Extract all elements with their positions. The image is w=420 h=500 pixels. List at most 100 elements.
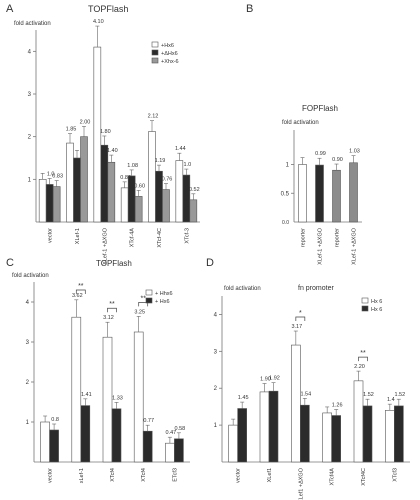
- y-tick-label: 0.0: [282, 220, 289, 226]
- data-label: 3.62: [72, 293, 83, 299]
- bar: [322, 412, 332, 463]
- bar: [189, 199, 198, 223]
- bar: [133, 331, 144, 463]
- legend-swatch: [151, 41, 159, 48]
- data-label: 1.40: [107, 148, 118, 154]
- data-label: 1.03: [349, 149, 360, 155]
- significance-bracket: [75, 289, 86, 294]
- bar: [349, 162, 358, 223]
- bar: [182, 174, 191, 223]
- data-label: 3.25: [134, 309, 145, 315]
- panel-a-letter: A: [6, 3, 14, 15]
- data-label: 4.10: [93, 19, 104, 25]
- data-label: 1.33: [112, 395, 123, 401]
- y-tick-label: 1: [214, 423, 218, 429]
- y-tick-label: 1: [286, 163, 290, 169]
- bar: [134, 196, 143, 223]
- legend-label: Hx 6: [371, 299, 382, 305]
- panel-a-title: TOPFlash: [88, 4, 128, 14]
- bar: [362, 405, 373, 463]
- data-label: 1.0: [184, 162, 192, 168]
- panel-b-ylabel: fold activation: [282, 120, 319, 126]
- data-label: 1.44: [175, 146, 186, 152]
- bar: [165, 442, 175, 463]
- data-label: 0.60: [134, 183, 145, 189]
- data-label: 3.12: [103, 315, 114, 321]
- x-tick-label: XLef-1: [75, 228, 81, 244]
- data-label: 1.26: [332, 403, 343, 409]
- bar: [142, 430, 153, 463]
- y-tick-label: 1: [26, 420, 30, 426]
- x-tick-label: reporter: [301, 228, 307, 247]
- significance-label: **: [78, 283, 84, 290]
- x-tick-label: XTcf-3: [184, 228, 190, 244]
- x-tick-label: ETcf3: [172, 468, 178, 482]
- x-tick-label: XTcf3: [392, 468, 398, 482]
- bar: [228, 424, 238, 463]
- y-tick-label: 4: [214, 312, 218, 318]
- panel-c: C TOPFlash fold activation 1 2 3 4 0.8 vector…: [6, 257, 190, 483]
- bar: [120, 187, 129, 223]
- x-tick-label: XLef-1 +ΔXGO: [318, 227, 324, 265]
- data-label: 0.76: [162, 177, 173, 183]
- data-label: 1.54: [300, 391, 311, 397]
- x-tick-label: XTcf4C: [361, 468, 367, 486]
- x-tick-label: XTcf4A: [330, 468, 336, 486]
- bar: [174, 438, 184, 463]
- x-tick-label: vector: [48, 468, 54, 483]
- panel-c-letter: C: [6, 257, 14, 269]
- data-label: 1.85: [66, 127, 77, 133]
- legend-label: +ΔHx6: [161, 51, 178, 57]
- x-tick-label: XTcf-4C: [157, 228, 163, 248]
- significance-bracket: [358, 356, 368, 362]
- x-tick-label: XLef-1 +ΔXGO: [352, 227, 358, 265]
- y-tick-label: 3: [28, 92, 32, 98]
- legend-swatch: [361, 305, 369, 312]
- bar: [80, 136, 88, 223]
- data-label: 1.52: [363, 392, 374, 398]
- legend-swatch: [151, 57, 159, 64]
- significance-bracket: [107, 307, 117, 313]
- significance-bracket: [138, 302, 149, 307]
- y-tick-label: 3: [214, 349, 218, 355]
- x-tick-label: XLef1 +ΔXGO: [298, 467, 304, 500]
- bar: [80, 405, 91, 463]
- x-tick-label: vector: [236, 468, 242, 483]
- x-tick-label: XTcf4: [141, 468, 147, 482]
- legend-swatch: [145, 297, 153, 304]
- bar: [148, 131, 156, 223]
- bar: [38, 179, 47, 223]
- legend-label: +Xhx-6: [161, 59, 179, 65]
- data-label: 1.0: [47, 171, 55, 177]
- y-tick-label: 2: [214, 386, 218, 392]
- panel-a: A TOPFlash fold activation 12341.00.83ve…: [6, 3, 200, 265]
- data-label: 1.4: [387, 397, 395, 403]
- x-tick-label: reporter: [335, 228, 341, 247]
- bar: [111, 408, 122, 463]
- bar: [107, 161, 116, 223]
- x-tick-label: xLef-1: [79, 468, 85, 483]
- bar: [298, 164, 307, 223]
- data-label: 1.52: [394, 392, 405, 398]
- bar: [40, 421, 50, 463]
- y-tick-label: 0.5: [281, 191, 290, 197]
- legend-label: + Hhx6: [155, 291, 173, 297]
- data-label: 1.45: [238, 395, 249, 401]
- panel-b-letter: B: [246, 3, 253, 15]
- y-tick-label: 3: [26, 340, 30, 346]
- x-tick-label: XTcf-4A: [130, 228, 136, 248]
- data-label: 0.52: [189, 187, 200, 193]
- legend-swatch: [151, 49, 159, 56]
- panel-b: B FOPFlash fold activation 0.5 1 0.0 report…: [246, 3, 362, 265]
- significance-label: **: [140, 295, 146, 302]
- y-tick-label: 1: [28, 177, 32, 183]
- panel-d-letter: D: [206, 257, 214, 269]
- panel-b-title: FOPFlash: [302, 104, 338, 113]
- bar: [162, 189, 170, 223]
- data-label: 1.90: [260, 377, 271, 383]
- y-tick-label: 4: [26, 300, 30, 306]
- bar: [259, 391, 270, 463]
- legend-label: + Hx6: [155, 299, 170, 305]
- data-label: 0.47: [166, 430, 177, 436]
- data-label: 0.83: [52, 174, 63, 180]
